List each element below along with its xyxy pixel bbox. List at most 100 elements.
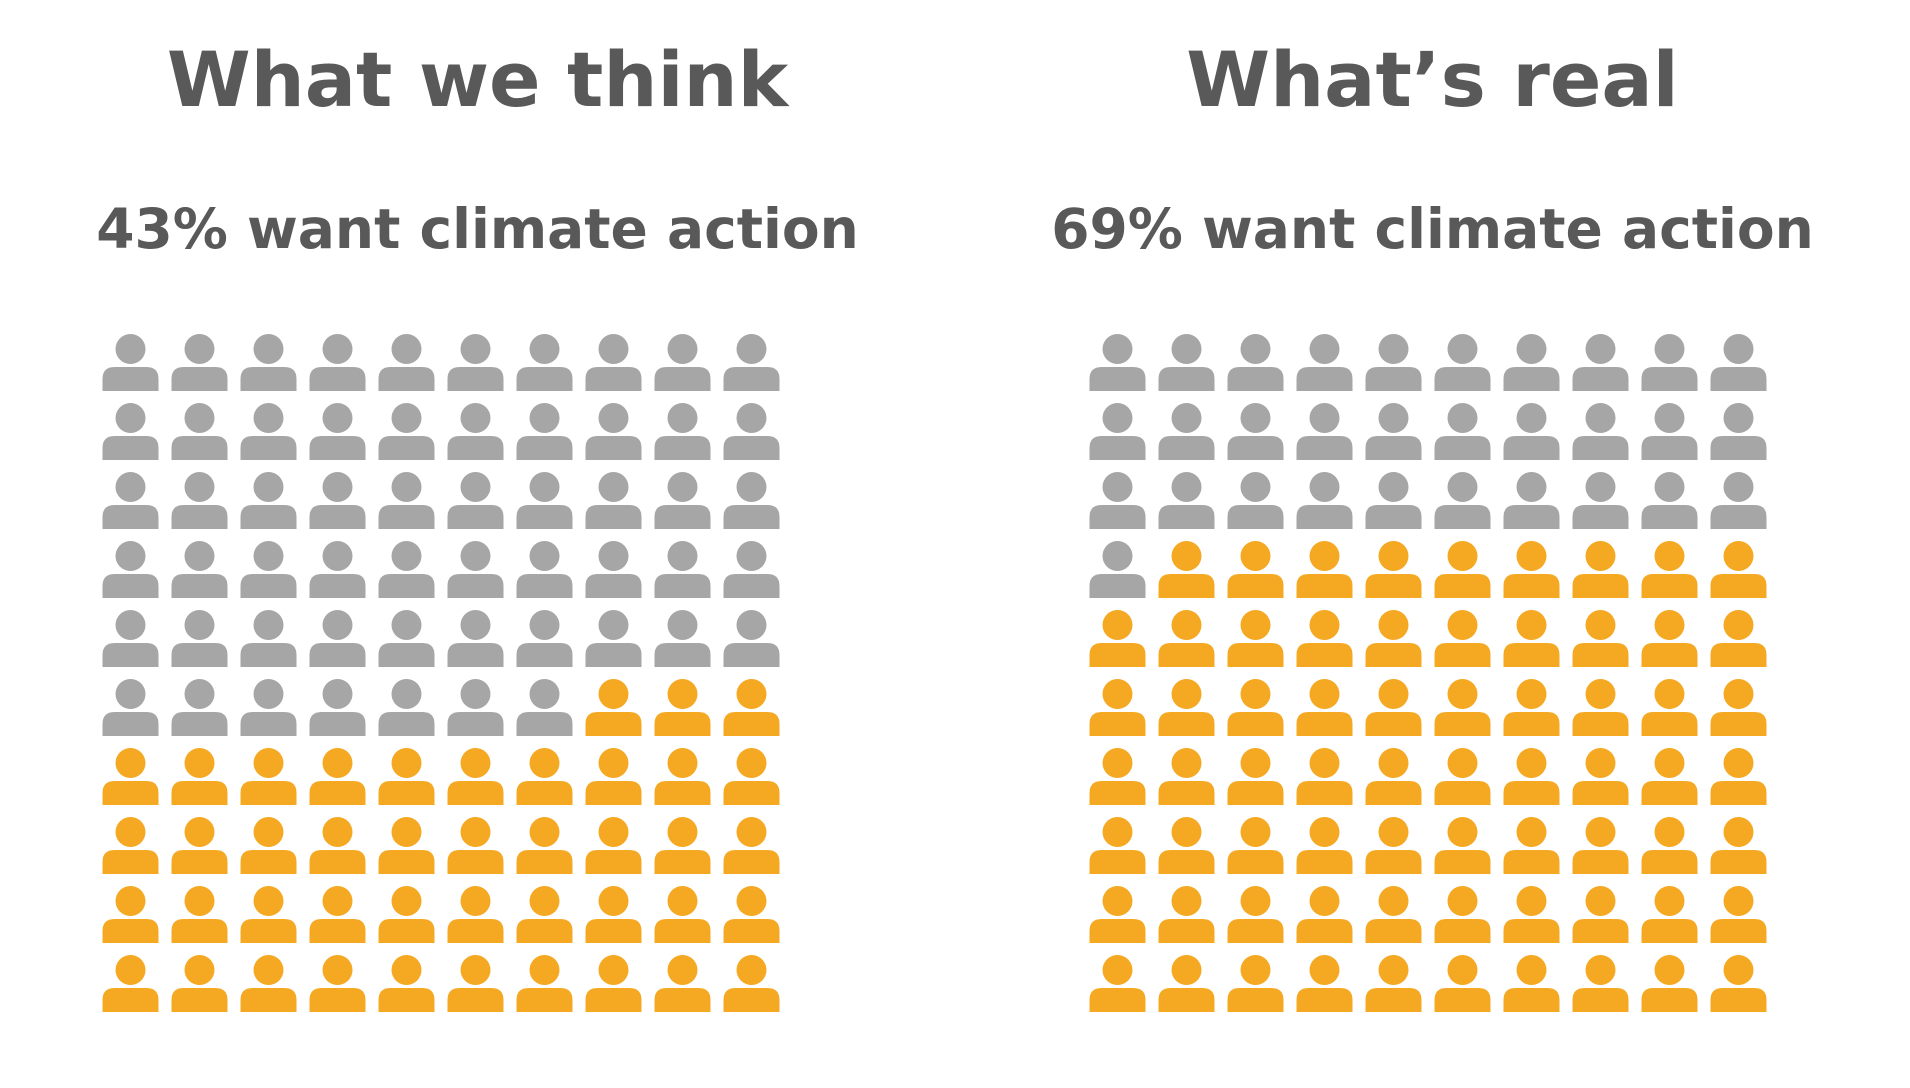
person-icon (171, 541, 228, 598)
person-icon (723, 472, 780, 529)
person-icon-highlighted (1296, 679, 1353, 736)
person-icon-highlighted (1710, 679, 1767, 736)
person-icon (1710, 403, 1767, 460)
person-icon-highlighted (1089, 748, 1146, 805)
person-icon (654, 610, 711, 667)
person-icon-highlighted (1158, 610, 1215, 667)
person-icon (102, 334, 159, 391)
person-icon-highlighted (516, 886, 573, 943)
person-icon (309, 541, 366, 598)
person-icon-highlighted (585, 817, 642, 874)
person-icon-highlighted (1089, 817, 1146, 874)
person-icon (516, 610, 573, 667)
person-icon (1296, 334, 1353, 391)
person-icon (240, 541, 297, 598)
chart-subtitle: 43% want climate action (96, 197, 859, 261)
person-icon (1572, 334, 1629, 391)
person-icon-highlighted (1641, 679, 1698, 736)
person-icon-highlighted (1158, 679, 1215, 736)
person-icon-highlighted (1503, 610, 1560, 667)
person-icon-highlighted (1572, 817, 1629, 874)
person-icon (1710, 334, 1767, 391)
person-icon (516, 472, 573, 529)
person-icon-highlighted (1296, 610, 1353, 667)
person-icon-highlighted (1641, 886, 1698, 943)
person-icon (1227, 472, 1284, 529)
person-icon-highlighted (1572, 955, 1629, 1012)
person-icon (378, 679, 435, 736)
person-icon (1158, 472, 1215, 529)
person-icon-highlighted (1158, 886, 1215, 943)
person-icon-highlighted (1227, 817, 1284, 874)
person-icon (309, 334, 366, 391)
person-icon (1503, 334, 1560, 391)
person-icon-highlighted (1434, 886, 1491, 943)
person-icon (240, 679, 297, 736)
person-icon-highlighted (1710, 541, 1767, 598)
person-icon-highlighted (378, 748, 435, 805)
person-icon-highlighted (1572, 679, 1629, 736)
person-icon-highlighted (171, 748, 228, 805)
person-icon-highlighted (1296, 817, 1353, 874)
person-icon (723, 541, 780, 598)
person-icon-highlighted (1227, 610, 1284, 667)
person-icon (102, 610, 159, 667)
person-icon (1158, 403, 1215, 460)
person-icon (1365, 472, 1422, 529)
person-icon-highlighted (1227, 955, 1284, 1012)
person-icon (447, 403, 504, 460)
person-icon (585, 472, 642, 529)
person-icon (1572, 472, 1629, 529)
person-icon-highlighted (1641, 610, 1698, 667)
person-icon (1434, 334, 1491, 391)
person-icon-highlighted (723, 886, 780, 943)
person-icon (240, 472, 297, 529)
person-icon (1089, 472, 1146, 529)
person-icon (516, 541, 573, 598)
person-icon-highlighted (1296, 886, 1353, 943)
person-icon-highlighted (1641, 955, 1698, 1012)
waffle-grid (1083, 334, 1773, 1024)
person-icon-highlighted (585, 748, 642, 805)
person-icon (723, 403, 780, 460)
person-icon (1089, 334, 1146, 391)
person-icon-highlighted (1503, 541, 1560, 598)
person-icon-highlighted (516, 817, 573, 874)
person-icon-highlighted (516, 748, 573, 805)
person-icon (654, 334, 711, 391)
person-icon-highlighted (1089, 955, 1146, 1012)
person-icon (654, 472, 711, 529)
person-icon-highlighted (1434, 748, 1491, 805)
person-icon-highlighted (654, 886, 711, 943)
person-icon-highlighted (1365, 541, 1422, 598)
person-icon-highlighted (1089, 886, 1146, 943)
person-icon (1089, 403, 1146, 460)
person-icon (585, 403, 642, 460)
person-icon-highlighted (1296, 955, 1353, 1012)
person-icon-highlighted (1503, 817, 1560, 874)
waffle-grid (96, 334, 786, 1024)
person-icon-highlighted (1434, 679, 1491, 736)
person-icon (585, 610, 642, 667)
panel-whats-real: What’s real 69% want climate action (955, 0, 1910, 1088)
person-icon-highlighted (654, 679, 711, 736)
person-icon-highlighted (1641, 541, 1698, 598)
person-icon-highlighted (309, 955, 366, 1012)
person-icon-highlighted (1641, 748, 1698, 805)
person-icon-highlighted (585, 886, 642, 943)
person-icon-highlighted (1158, 541, 1215, 598)
person-icon-highlighted (1434, 541, 1491, 598)
person-icon-highlighted (1503, 679, 1560, 736)
person-icon (309, 610, 366, 667)
person-icon-highlighted (1227, 541, 1284, 598)
person-icon (378, 403, 435, 460)
person-icon (1434, 472, 1491, 529)
person-icon (102, 472, 159, 529)
person-icon (102, 679, 159, 736)
person-icon-highlighted (1365, 817, 1422, 874)
person-icon-highlighted (723, 679, 780, 736)
waffle-svg (1089, 334, 1767, 1012)
person-icon-highlighted (654, 748, 711, 805)
person-icon (171, 679, 228, 736)
person-icon-highlighted (447, 817, 504, 874)
